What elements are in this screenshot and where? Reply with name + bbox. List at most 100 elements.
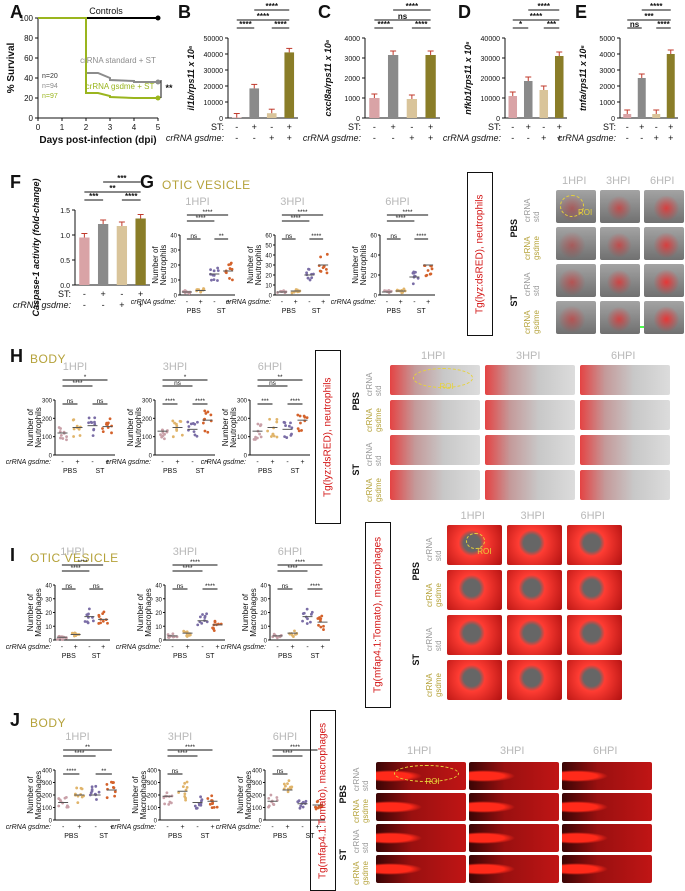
bar-y-tick-label-F: 0.5 — [60, 258, 70, 265]
dot-sig-label-I1-1: **** — [182, 565, 193, 572]
dot-H1-0 — [163, 437, 166, 440]
dot-I0-3 — [103, 610, 106, 613]
bar-B-1 — [249, 88, 259, 118]
dot-G1-2 — [307, 277, 310, 280]
reporter-label-macrophages-otic: Tg(mfap4.1:Tomato), macrophages — [365, 522, 391, 708]
dot-J2-0 — [270, 794, 273, 797]
dot-y-tick-label-J0: 400 — [42, 769, 53, 775]
dot-H1-3 — [209, 413, 212, 416]
dot-H2-0 — [258, 433, 261, 436]
dot-J2-0 — [275, 796, 278, 799]
macrophage-body-grid-row-label-1: crRNA gsdme — [352, 799, 370, 823]
dot-H1-2 — [190, 422, 193, 425]
bar-y-tick-label-D: 40000 — [481, 36, 501, 43]
dot-H2-1 — [276, 418, 279, 421]
macrophage-body-grid-tile — [469, 762, 559, 790]
bar-st-sign-C-0: - — [373, 122, 376, 132]
dot-G2-2 — [412, 270, 415, 273]
dot-I2-1 — [292, 635, 295, 638]
neutrophil-otic-grid-tile — [556, 264, 596, 297]
dot-sig-label-I0-2: ns — [65, 583, 73, 590]
bar-y-axis-label-B: il1b/rps11 x 10⁶ — [186, 45, 196, 110]
dot-sign-J2-1: + — [285, 824, 289, 831]
bar-y-tick-label-C: 2000 — [344, 76, 360, 83]
dot-y-tick-label-G1: 50 — [265, 244, 272, 250]
dot-y-tick-label-G0: 40 — [170, 234, 177, 240]
macrophage-body-grid-tile — [469, 793, 559, 821]
dot-sign-G1-1: + — [294, 299, 298, 306]
dot-sign-H1-0: - — [161, 459, 164, 466]
macrophage-body-grid-tile — [376, 855, 466, 883]
dot-H1-3 — [202, 422, 205, 425]
dot-sign-G0-1: + — [199, 299, 203, 306]
dot-sign-I2-0: - — [276, 644, 279, 651]
dot-I2-1 — [293, 629, 296, 632]
neutrophil-body-grid-group-st: ST — [351, 464, 361, 476]
hpi-label-J2: 6HPI — [273, 731, 297, 743]
dot-y-tick-label-J2: 400 — [252, 769, 263, 775]
neutrophil-otic-grid-tile — [644, 227, 684, 260]
neutrophil-body-grid-tile — [485, 400, 575, 430]
dot-H2-2 — [290, 426, 293, 429]
bar-gsdme-sign-E-3: + — [668, 133, 673, 143]
dot-sign-I0-1: + — [74, 644, 78, 651]
dot-I0-2 — [88, 607, 91, 610]
bar-gsdme-label-F: crRNA gsdme: — [13, 300, 72, 310]
dot-J2-2 — [302, 806, 305, 809]
dot-sig-label-H1-1: ns — [174, 380, 182, 387]
dot-H2-1 — [275, 421, 278, 424]
dot-J0-3 — [114, 790, 117, 793]
neutrophil-body-grid-tile — [580, 435, 670, 465]
bar-st-sign-B-3: + — [287, 122, 292, 132]
survival-n-label-0: n=20 — [42, 73, 58, 80]
dot-J1-3 — [211, 806, 214, 809]
macrophage-body-grid-tile: ROI — [376, 762, 466, 790]
dot-sig-label-G2-1: **** — [396, 215, 407, 222]
dot-sig-label-G1-3: **** — [311, 233, 322, 240]
dot-sign-H0-1: + — [75, 459, 79, 466]
bar-gsdme-sign-C-3: + — [428, 133, 433, 143]
dot-J0-1 — [81, 787, 84, 790]
dot-group-st-H1: ST — [196, 468, 206, 475]
dot-G1-3 — [325, 268, 328, 271]
dot-sig-label-H2-2: *** — [261, 398, 269, 405]
dot-I0-1 — [73, 631, 76, 634]
dot-sign-J1-2: - — [196, 824, 199, 831]
dot-I0-2 — [87, 621, 90, 624]
bar-st-sign-F-2: - — [120, 289, 123, 299]
dot-G1-3 — [326, 253, 329, 256]
neutrophil-otic-grid-tile — [600, 264, 640, 297]
dot-sign-H1-2: - — [191, 459, 194, 466]
dot-J1-3 — [206, 797, 209, 800]
bar-y-tick-label-E: 5000 — [599, 36, 615, 43]
dot-H2-0 — [253, 438, 256, 441]
survival-legend-gsdme: crRNA gsdme + ST — [86, 82, 155, 91]
macrophage-body-grid-hpi-0: 1HPI — [407, 745, 431, 757]
dot-y-tick-label-H2: 200 — [237, 417, 248, 423]
dot-G0-2 — [217, 269, 220, 272]
dot-H0-1 — [72, 435, 75, 438]
dot-I2-2 — [310, 613, 313, 616]
dot-sig-label-I0-1: **** — [71, 565, 82, 572]
dot-y-tick-label-J0: 300 — [42, 781, 53, 787]
bar-st-label-C: ST: — [348, 122, 361, 132]
dot-I2-3 — [319, 626, 322, 629]
dot-sign-J0-1: + — [77, 824, 81, 831]
dot-H2-3 — [303, 415, 306, 418]
macrophage-otic-grid-tile: ROI — [447, 525, 502, 565]
dot-y-tick-label-G2: 20 — [370, 274, 377, 280]
dot-J0-0 — [65, 806, 68, 809]
dot-y-tick-label-G2: 60 — [370, 234, 377, 240]
macrophage-otic-grid-group-pbs: PBS — [411, 562, 421, 581]
bar-y-tick-label-D: 30000 — [481, 56, 501, 63]
dot-I0-3 — [97, 622, 100, 625]
bar-D-3 — [555, 56, 564, 118]
survival-n-label-2: n=97 — [42, 93, 58, 100]
dot-H0-1 — [72, 418, 75, 421]
bar-sig-label-B-1: **** — [239, 20, 252, 29]
neutrophil-otic-grid-tile — [556, 301, 596, 334]
dot-y-tick-label-G2: 40 — [370, 254, 377, 260]
neutrophil-body-grid-group-pbs: PBS — [351, 392, 361, 411]
dot-H1-1 — [181, 434, 184, 437]
dot-y-axis-label2-J0: Macrophages — [34, 771, 43, 819]
